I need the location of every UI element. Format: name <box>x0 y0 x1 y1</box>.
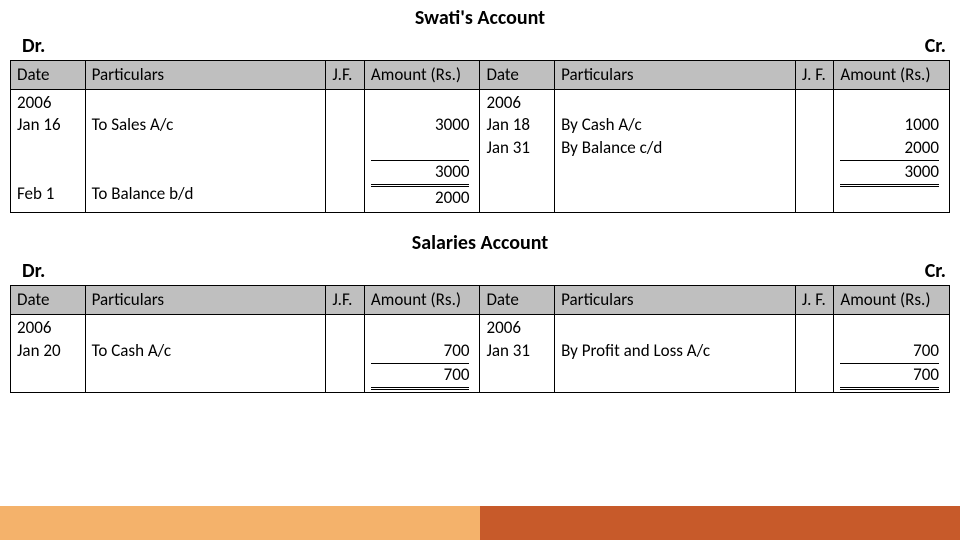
col-particulars: Particulars <box>85 286 326 315</box>
credit-particulars-cell: . By Cash A/c By Balance c/d <box>555 89 796 213</box>
row-date: Jan 20 <box>17 340 79 363</box>
year: 2006 <box>17 317 79 340</box>
ledger-title: Swati's Account <box>0 0 960 34</box>
row-amount: 2000 <box>840 137 939 161</box>
row-particulars: By Balance c/d <box>561 137 789 160</box>
row-amount: 700 <box>840 340 939 364</box>
col-jf: J. F. <box>795 61 834 90</box>
row-date: Jan 31 <box>486 137 548 160</box>
footer-left <box>0 506 480 540</box>
carry-amount: 2000 <box>371 187 470 210</box>
dr-cr-labels: Dr. Cr. <box>0 34 960 60</box>
total-amount: 700 <box>840 364 939 390</box>
debit-date-cell: 2006 Jan 16 . . Feb 1 <box>11 89 86 213</box>
dr-cr-labels: Dr. Cr. <box>0 259 960 285</box>
debit-particulars-cell: . To Sales A/c . . To Balance b/d <box>85 89 326 213</box>
debit-particulars-cell: . To Cash A/c <box>85 314 326 392</box>
carry-date: Feb 1 <box>17 183 79 206</box>
row-particulars: By Cash A/c <box>561 114 789 137</box>
col-particulars: Particulars <box>555 61 796 90</box>
col-jf: J. F. <box>795 286 834 315</box>
credit-particulars-cell: . By Profit and Loss A/c <box>555 314 796 392</box>
col-date: Date <box>480 61 555 90</box>
credit-date-cell: 2006 Jan 18 Jan 31 <box>480 89 555 213</box>
total-amount: 700 <box>371 364 470 390</box>
col-particulars: Particulars <box>85 61 326 90</box>
debit-amount-cell: 0 3000 0 3000 2000 <box>364 89 480 213</box>
credit-amount-cell: 0 700 700 <box>834 314 950 392</box>
credit-jf-cell <box>795 89 834 213</box>
col-amount: Amount (Rs.) <box>834 286 950 315</box>
ledger-title: Salaries Account <box>0 213 960 259</box>
col-jf: J.F. <box>326 286 365 315</box>
ledger-table: Date Particulars J.F. Amount (Rs.) Date … <box>10 60 950 213</box>
carry-particulars: To Balance b/d <box>92 183 320 206</box>
debit-date-cell: 2006 Jan 20 <box>11 314 86 392</box>
row-date: Jan 16 <box>17 114 79 137</box>
footer-right <box>480 506 960 540</box>
table-body-row: 2006 Jan 16 . . Feb 1 . To Sales A/c . .… <box>11 89 950 213</box>
col-particulars: Particulars <box>555 286 796 315</box>
col-date: Date <box>480 286 555 315</box>
col-amount: Amount (Rs.) <box>364 286 480 315</box>
row-particulars: By Profit and Loss A/c <box>561 340 789 363</box>
col-amount: Amount (Rs.) <box>834 61 950 90</box>
col-jf: J.F. <box>326 61 365 90</box>
total-amount: 3000 <box>840 161 939 187</box>
col-amount: Amount (Rs.) <box>364 61 480 90</box>
debit-jf-cell <box>326 314 365 392</box>
dr-label: Dr. <box>22 34 45 58</box>
row-date: Jan 18 <box>486 114 548 137</box>
row-date: Jan 31 <box>486 340 548 363</box>
cr-label: Cr. <box>925 259 946 283</box>
year: 2006 <box>486 317 548 340</box>
debit-amount-cell: 0 700 700 <box>364 314 480 392</box>
row-amount: 3000 <box>371 114 470 137</box>
table-header-row: Date Particulars J.F. Amount (Rs.) Date … <box>11 61 950 90</box>
col-date: Date <box>11 286 86 315</box>
debit-jf-cell <box>326 89 365 213</box>
year: 2006 <box>486 92 548 115</box>
ledger-table: Date Particulars J.F. Amount (Rs.) Date … <box>10 285 950 392</box>
row-amount: 700 <box>371 340 470 364</box>
row-particulars: To Sales A/c <box>92 114 320 137</box>
credit-jf-cell <box>795 314 834 392</box>
row-amount: 1000 <box>840 114 939 137</box>
footer-bar <box>0 506 960 540</box>
total-amount: 3000 <box>371 160 470 187</box>
dr-label: Dr. <box>22 259 45 283</box>
credit-date-cell: 2006 Jan 31 <box>480 314 555 392</box>
table-body-row: 2006 Jan 20 . To Cash A/c 0 700 700 <box>11 314 950 392</box>
credit-amount-cell: 0 1000 2000 3000 <box>834 89 950 213</box>
table-header-row: Date Particulars J.F. Amount (Rs.) Date … <box>11 286 950 315</box>
year: 2006 <box>17 92 79 115</box>
row-particulars: To Cash A/c <box>92 340 320 363</box>
cr-label: Cr. <box>925 34 946 58</box>
col-date: Date <box>11 61 86 90</box>
